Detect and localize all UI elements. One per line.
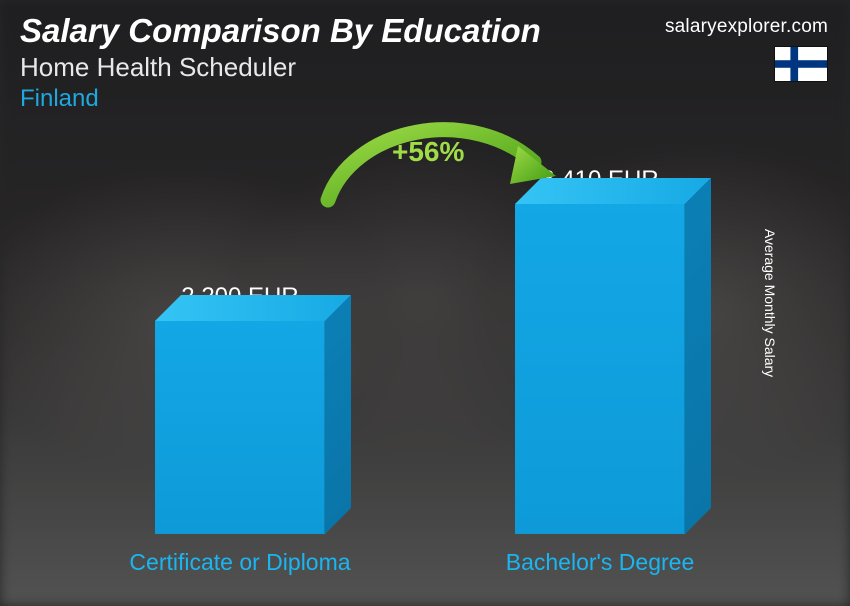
bar-side-face bbox=[325, 295, 351, 534]
bars-container: 2,200 EUR 3,410 EUR bbox=[60, 174, 780, 534]
bar-side-face bbox=[685, 178, 711, 534]
category-label: Certificate or Diploma bbox=[100, 549, 380, 576]
brand-main: salaryexplorer bbox=[665, 16, 786, 37]
category-label: Bachelor's Degree bbox=[460, 549, 740, 576]
category-labels-row: Certificate or Diploma Bachelor's Degree bbox=[60, 549, 780, 576]
bar-top-face bbox=[155, 295, 351, 321]
bar-3d bbox=[155, 321, 325, 534]
bar-front-face bbox=[515, 204, 685, 534]
bar-3d bbox=[515, 204, 685, 534]
salary-bar-chart: 2,200 EUR 3,410 EUR +56% Certificate or … bbox=[60, 136, 780, 576]
country-flag-icon bbox=[774, 46, 828, 82]
brand-suffix: .com bbox=[786, 16, 828, 37]
percentage-increase-label: +56% bbox=[392, 136, 464, 168]
brand-logo-text: salaryexplorer.com bbox=[665, 16, 828, 38]
bar-top-face bbox=[515, 178, 711, 204]
page-subtitle: Home Health Scheduler bbox=[20, 52, 830, 83]
bar-group: 2,200 EUR bbox=[100, 283, 380, 534]
bar-front-face bbox=[155, 321, 325, 534]
bar-group: 3,410 EUR bbox=[460, 166, 740, 534]
country-label: Finland bbox=[20, 85, 830, 113]
